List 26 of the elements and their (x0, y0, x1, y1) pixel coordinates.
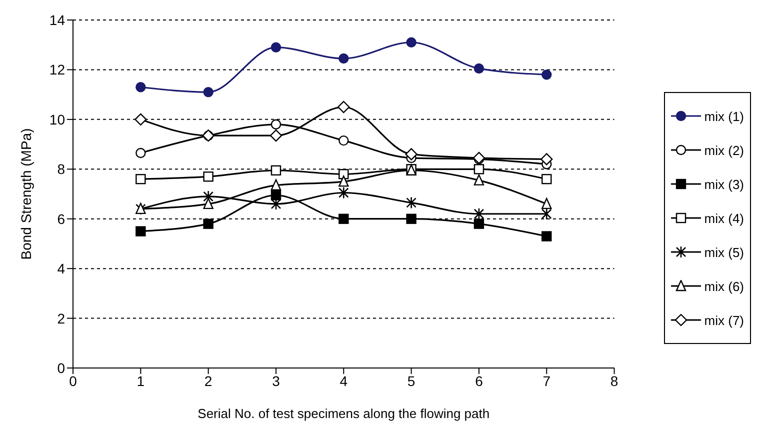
legend-label: mix (4) (704, 210, 744, 226)
y-axis-title: Bond Strength (MPa) (18, 128, 34, 260)
y-tick-label: 0 (57, 360, 66, 376)
x-tick-label: 6 (475, 372, 484, 389)
x-tick-label: 7 (542, 372, 551, 389)
legend-label: mix (1) (704, 108, 744, 124)
legend-label: mix (7) (704, 312, 744, 328)
y-tick-label: 6 (57, 210, 66, 227)
y-tick-label: 14 (49, 12, 66, 28)
y-tick-label: 2 (57, 310, 66, 326)
x-tick-label: 1 (136, 372, 145, 389)
x-tick-label: 3 (272, 372, 280, 389)
legend-label: mix (3) (704, 176, 744, 192)
y-tick-label: 10 (49, 111, 66, 128)
y-tick-label: 4 (57, 260, 66, 277)
legend-label: mix (5) (704, 244, 744, 260)
x-tick-label: 4 (340, 372, 348, 389)
x-tick-label: 8 (610, 372, 618, 389)
legend-label: mix (6) (704, 278, 744, 294)
y-tick-label: 8 (57, 161, 66, 178)
x-axis-title: Serial No. of test specimens along the flowing path (198, 406, 490, 421)
x-tick-label: 2 (204, 372, 212, 389)
x-tick-label: 0 (69, 372, 78, 389)
x-tick-label: 5 (407, 372, 416, 389)
y-tick-label: 12 (49, 62, 66, 78)
legend-label: mix (2) (704, 142, 744, 158)
